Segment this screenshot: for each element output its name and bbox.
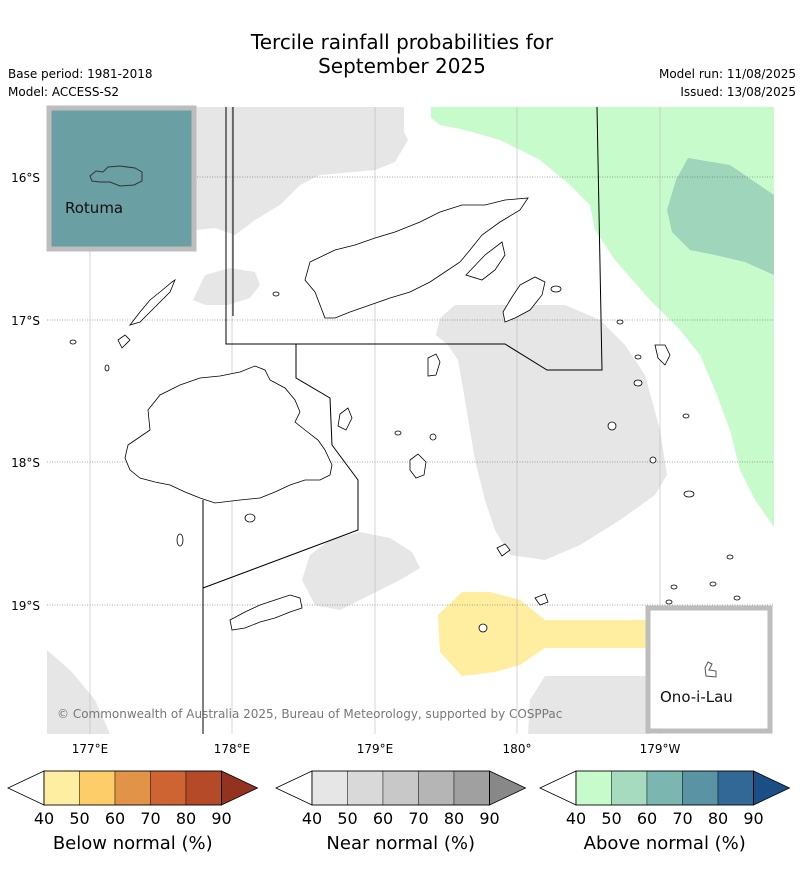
issued-text: Issued: 13/08/2025 xyxy=(680,85,796,99)
colorbar-cell xyxy=(611,770,648,806)
colorbar-label: Above normal (%) xyxy=(584,833,746,854)
model-text: Model: ACCESS-S2 xyxy=(8,85,120,99)
colorbar-tick-label: 70 xyxy=(140,809,160,828)
colorbar-cell xyxy=(682,770,719,806)
colorbar-extend-high xyxy=(753,770,791,806)
copyright-text: © Commonwealth of Australia 2025, Bureau… xyxy=(57,707,562,721)
colorbar-legend: 40 50 60 70 80 90 Above normal (%) xyxy=(539,770,791,854)
rotuma-island xyxy=(89,165,143,187)
colorbar-cell xyxy=(418,770,455,806)
colorbar-outline xyxy=(311,770,490,806)
colorbar-tick-label: 50 xyxy=(601,809,621,828)
colorbar-tick-label: 80 xyxy=(176,809,196,828)
colorbar-tick-label: 80 xyxy=(444,809,464,828)
colorbar-tick-label: 60 xyxy=(105,809,125,828)
below-normal-region xyxy=(438,592,650,676)
colorbar-cell xyxy=(114,770,151,806)
lat-label: 18°S xyxy=(11,456,40,470)
kadavu-island xyxy=(229,594,303,631)
lon-label: 179°E xyxy=(357,742,394,756)
colorbar-outline xyxy=(575,770,754,806)
colorbar-cell xyxy=(575,770,612,806)
ono-i-lau-island xyxy=(704,661,717,678)
colorbar-tick-label: 50 xyxy=(337,809,357,828)
colorbar-cell xyxy=(717,770,754,806)
colorbar-outline xyxy=(43,770,222,806)
colorbar-extend-low xyxy=(7,770,45,806)
colorbar-tick-label: 40 xyxy=(302,809,322,828)
lon-label: 177°E xyxy=(72,742,109,756)
boundary-lines xyxy=(202,107,603,734)
lat-label: 16°S xyxy=(11,171,40,185)
vanua-levu-island xyxy=(304,197,529,319)
legends: 40 50 60 70 80 90 Below normal (%) 40 50 60 70 80 90… xyxy=(7,770,791,854)
colorbar-label: Below normal (%) xyxy=(53,833,213,854)
ono-i-lau-inset: Ono-i-Lau xyxy=(645,605,773,734)
colorbar-tick-label: 90 xyxy=(743,809,763,828)
colorbar-cell xyxy=(646,770,683,806)
colorbar-cell xyxy=(453,770,490,806)
colorbar-cell xyxy=(382,770,419,806)
coastlines xyxy=(69,197,741,633)
lon-label: 180° xyxy=(503,742,532,756)
rotuma-inset: Rotuma xyxy=(46,105,197,252)
colorbar-tick-label: 90 xyxy=(479,809,499,828)
lat-label: 19°S xyxy=(11,599,40,613)
colorbar-cell xyxy=(311,770,348,806)
colorbar-tick-label: 60 xyxy=(373,809,393,828)
base-period-text: Base period: 1981-2018 xyxy=(8,67,153,81)
taveuni-island xyxy=(502,276,546,323)
colorbar-cell xyxy=(43,770,80,806)
lon-label: 178°E xyxy=(214,742,251,756)
colorbar-tick-label: 90 xyxy=(211,809,231,828)
colorbar-legend: 40 50 60 70 80 90 Below normal (%) xyxy=(7,770,259,854)
longitude-labels: 177°E 178°E 179°E 180° 179°W xyxy=(72,742,681,756)
title-line-1: Tercile rainfall probabilities for xyxy=(250,30,554,54)
colorbar-extend-low xyxy=(539,770,577,806)
colorbar-tick-label: 50 xyxy=(69,809,89,828)
meta-right: Model run: 11/08/2025 Issued: 13/08/2025 xyxy=(659,65,796,101)
colorbar-tick-label: 70 xyxy=(672,809,692,828)
colorbar-tick-label: 80 xyxy=(708,809,728,828)
latitude-labels: 16°S 17°S 18°S 19°S xyxy=(11,171,40,613)
colorbar-extend-low xyxy=(275,770,313,806)
colorbar-cell xyxy=(150,770,187,806)
rotuma-label: Rotuma xyxy=(65,199,123,217)
colorbar-label: Near normal (%) xyxy=(326,833,475,854)
colorbar-tick-label: 40 xyxy=(34,809,54,828)
colorbar-cell xyxy=(185,770,222,806)
map-title: Tercile rainfall probabilities for Septe… xyxy=(0,30,804,78)
viti-levu-island xyxy=(124,365,333,504)
model-run-text: Model run: 11/08/2025 xyxy=(658,67,796,81)
colorbar-extend-high xyxy=(489,770,527,806)
title-line-2: September 2025 xyxy=(318,54,486,78)
above-normal-region xyxy=(431,107,774,527)
colorbar-cell xyxy=(79,770,116,806)
colorbar-tick-label: 60 xyxy=(637,809,657,828)
lon-label: 179°W xyxy=(640,742,681,756)
ono-i-lau-label: Ono-i-Lau xyxy=(660,688,733,706)
colorbar-tick-label: 70 xyxy=(408,809,428,828)
near-normal-region xyxy=(47,107,667,734)
colorbar-tick-label: 40 xyxy=(566,809,586,828)
meta-left: Base period: 1981-2018 Model: ACCESS-S2 xyxy=(8,65,153,101)
lat-label: 17°S xyxy=(11,314,40,328)
colorbar-extend-high xyxy=(221,770,259,806)
colorbar-cell xyxy=(347,770,384,806)
